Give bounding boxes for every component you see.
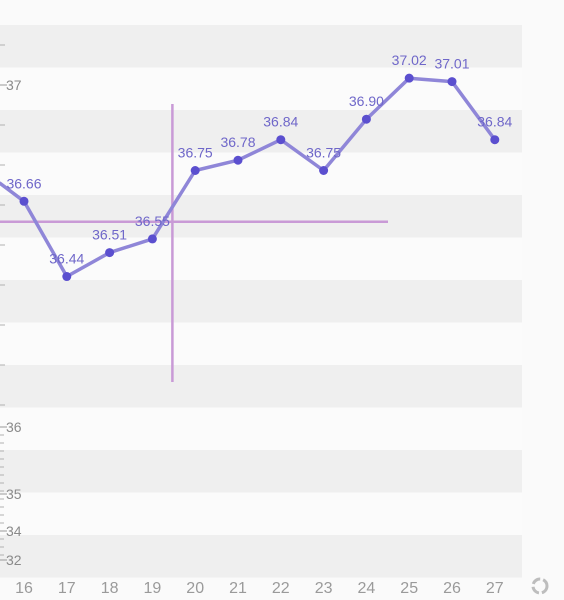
y-tick-label: 37 [6, 77, 22, 93]
data-label: 36.90 [349, 93, 384, 109]
data-label: 36.66 [6, 175, 41, 191]
grid-band [0, 365, 522, 408]
data-point [276, 135, 286, 145]
x-tick-label: 27 [486, 580, 504, 597]
grid-band [0, 492, 522, 535]
x-tick-label: 16 [15, 580, 33, 597]
grid-band [0, 152, 522, 195]
y-tick-label: 34 [6, 523, 22, 539]
grid-band [0, 237, 522, 280]
data-labels: 36.66 36.44 36.51 36.55 36.75 36.78 36.84 36.75… [6, 52, 512, 266]
data-point [319, 166, 329, 175]
data-point [147, 234, 157, 244]
x-tick-label: 21 [229, 580, 247, 597]
grid-band [0, 67, 522, 110]
data-label: 36.75 [306, 145, 341, 161]
crosshair [0, 104, 388, 382]
x-axis-ticks: 16 17 18 19 20 21 22 23 24 25 26 27 [15, 580, 504, 597]
x-tick-label: 19 [144, 580, 162, 597]
x-tick-label: 20 [186, 580, 204, 597]
data-label: 36.51 [92, 227, 127, 243]
data-point [190, 166, 200, 175]
y-tick-label: 36 [6, 419, 22, 435]
data-label: 36.44 [49, 251, 84, 267]
data-point [447, 77, 457, 87]
data-label: 36.84 [263, 114, 298, 130]
data-point [19, 196, 29, 206]
data-point [490, 135, 500, 145]
data-label: 36.84 [477, 114, 512, 130]
data-point [233, 155, 243, 165]
grid-band [0, 535, 522, 578]
x-tick-label: 26 [443, 580, 461, 597]
data-label: 37.02 [392, 52, 427, 68]
data-point [404, 73, 414, 83]
x-tick-label: 25 [400, 580, 418, 597]
x-tick-label: 23 [315, 580, 333, 597]
grid-bands [0, 25, 522, 578]
grid-band [0, 195, 522, 238]
grid-band [0, 450, 522, 493]
x-tick-label: 24 [358, 580, 376, 597]
x-tick-label: 18 [101, 580, 119, 597]
refresh-icon[interactable] [531, 577, 549, 595]
grid-band [0, 280, 522, 323]
data-point [361, 114, 371, 124]
grid-band [0, 407, 522, 450]
x-tick-label: 17 [58, 580, 76, 597]
grid-band [0, 110, 522, 153]
y-tick-label: 32 [6, 552, 22, 568]
grid-band [0, 322, 522, 365]
data-label: 36.78 [220, 134, 255, 150]
data-point [62, 272, 72, 282]
data-label: 37.01 [434, 56, 469, 72]
series-points [19, 73, 500, 282]
data-point [105, 248, 115, 258]
y-tick-label: 35 [6, 486, 22, 502]
y-axis-ticks: 37 36 35 34 32 [0, 77, 22, 568]
data-label: 36.75 [178, 145, 213, 161]
data-label: 36.55 [135, 213, 170, 229]
x-tick-label: 22 [272, 580, 290, 597]
grid-band [0, 25, 522, 68]
